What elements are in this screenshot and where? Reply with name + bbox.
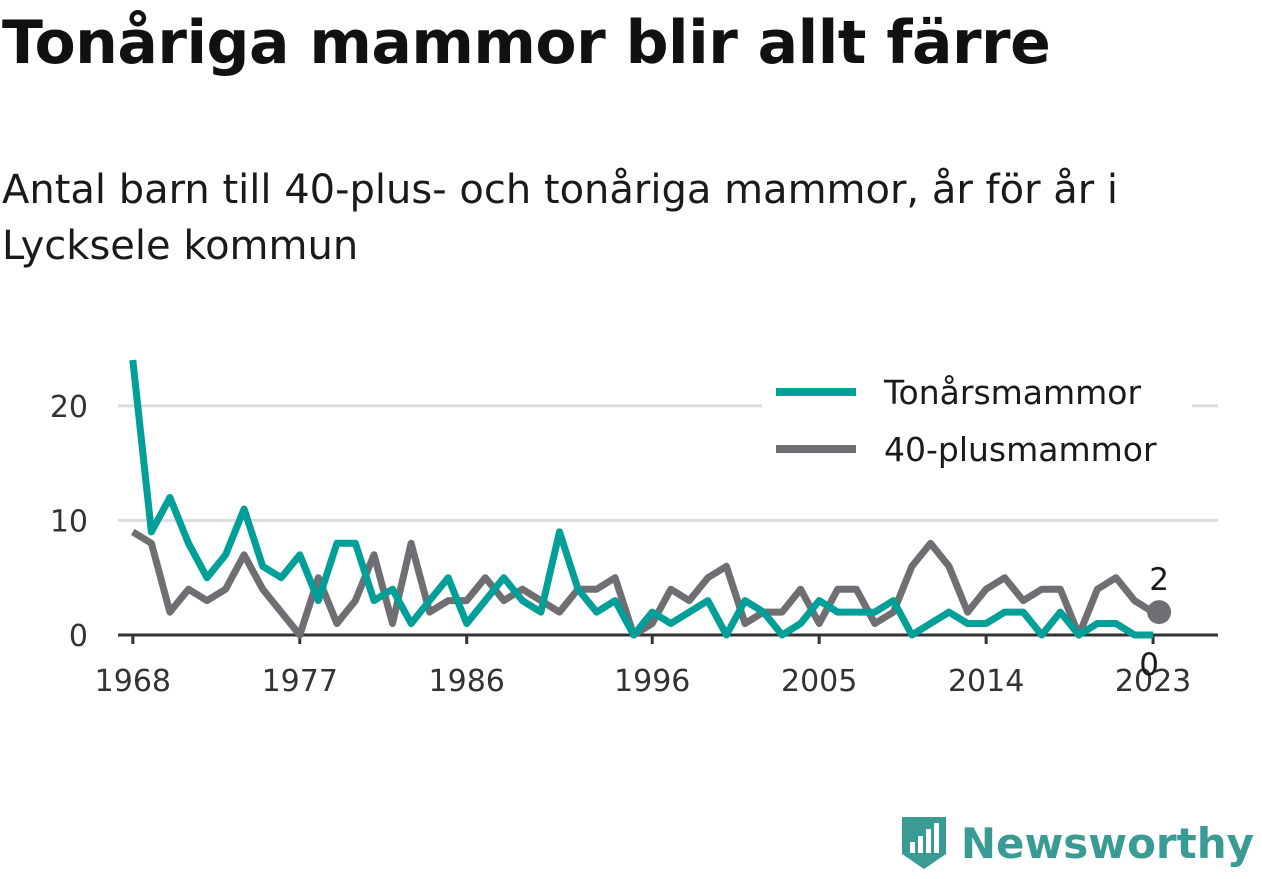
- logo-text: Newsworthy: [960, 818, 1254, 868]
- x-tick-label-1996: 1996: [614, 664, 690, 699]
- newsworthy-logo: Newsworthy: [899, 813, 1254, 873]
- chart-subtitle: Antal barn till 40-plus- och tonåriga ma…: [2, 167, 1119, 269]
- series-line-tonårsmammor: [129, 359, 1154, 639]
- series-lines: [129, 359, 1155, 639]
- chart-title: Tonåriga mammor blir allt färre: [2, 8, 1051, 78]
- x-tick-label-2005: 2005: [781, 664, 857, 699]
- x-tick-label-2023: 2023: [1115, 664, 1191, 699]
- end-point-40-plusmammor: [1147, 600, 1172, 625]
- y-tick-label-20: 20: [50, 390, 88, 425]
- x-tick-label-1986: 1986: [429, 664, 505, 699]
- x-axis-ticks: 1968 1977 1986 1996 2005 2014 2023: [95, 635, 1191, 699]
- end-label-tonarsmammor: 0: [1139, 647, 1159, 683]
- legend-label-tonårsmammor: Tonårsmammor: [883, 373, 1141, 412]
- x-tick-label-1968: 1968: [95, 664, 171, 699]
- legend-label-40-plusmammor: 40-plusmammor: [884, 430, 1157, 469]
- x-tick-label-2014: 2014: [948, 664, 1024, 699]
- y-axis-ticks: 0 10 20: [50, 390, 88, 654]
- y-tick-label-0: 0: [69, 619, 88, 654]
- y-tick-label-10: 10: [50, 504, 88, 539]
- end-label-40-plusmammor: 2: [1149, 562, 1169, 598]
- series-line-40-plusmammor: [130, 528, 1155, 639]
- newsworthy-bar-icon: [901, 817, 946, 869]
- x-tick-label-1977: 1977: [262, 664, 338, 699]
- end-labels: 20: [1139, 562, 1172, 683]
- legend: Tonårsmammor 40-plusmammor: [762, 368, 1192, 488]
